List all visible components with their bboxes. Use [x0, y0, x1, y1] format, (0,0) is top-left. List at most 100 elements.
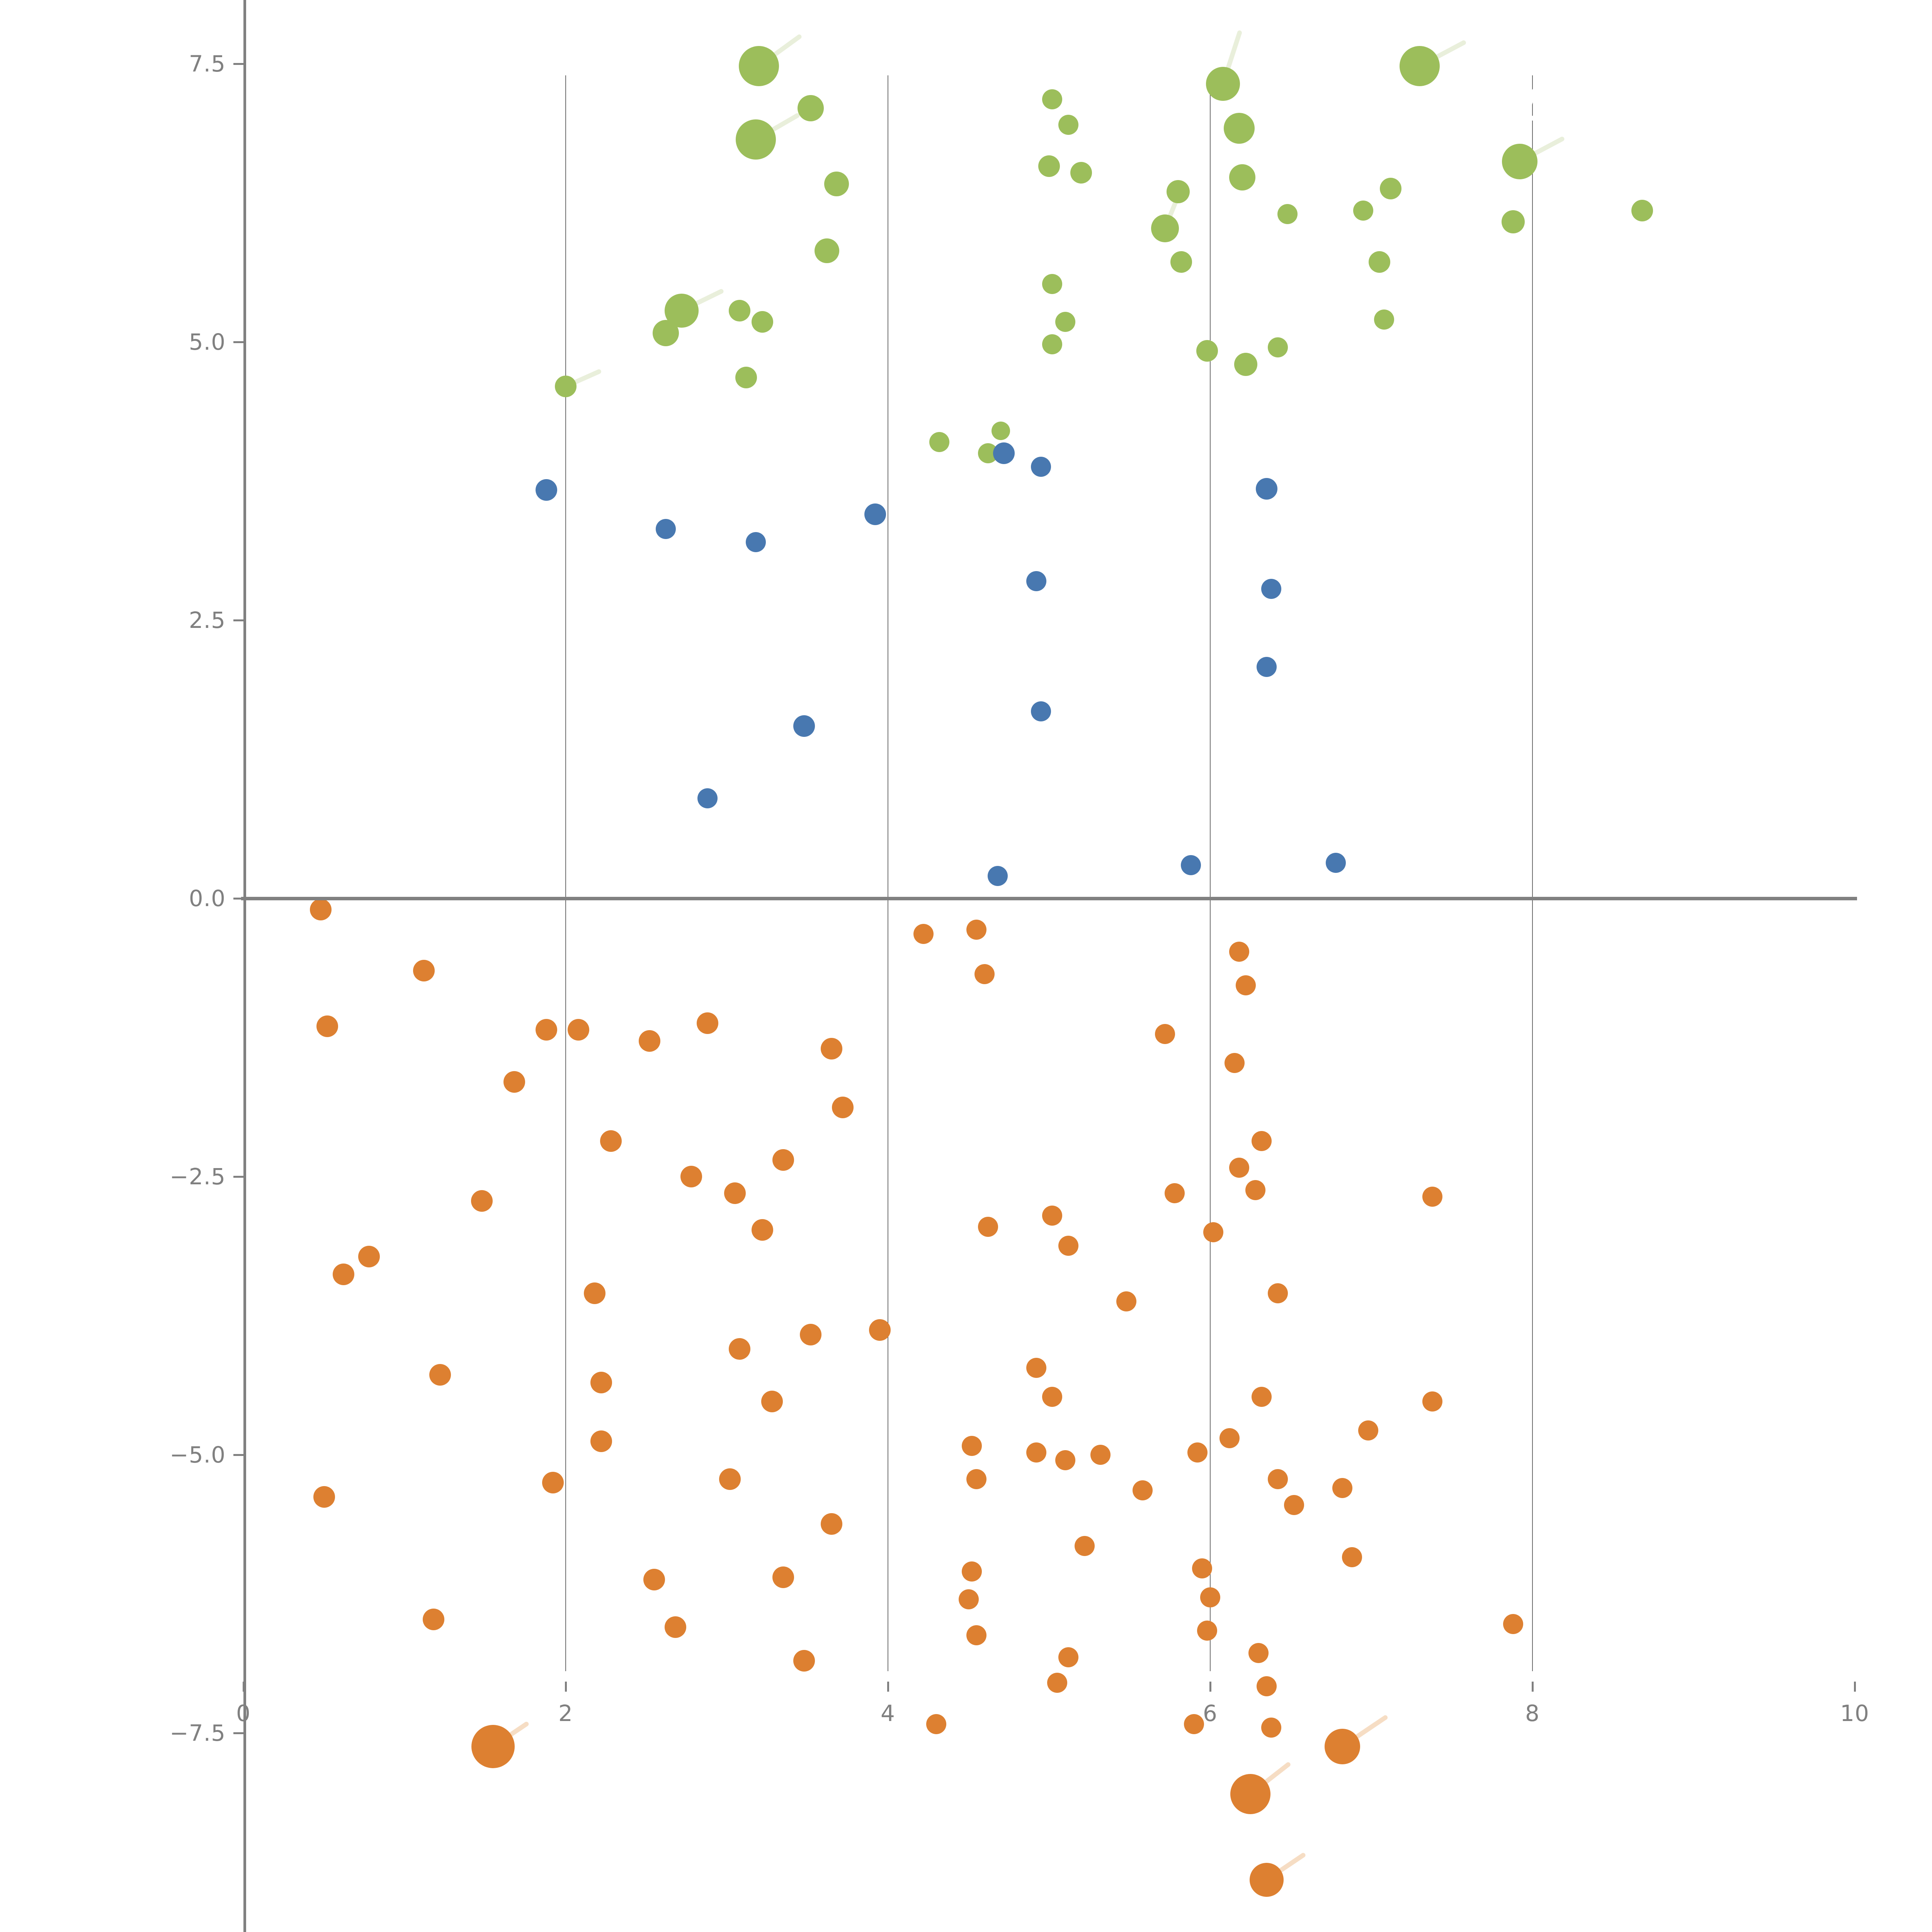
- scatter-point-orange[interactable]: [1197, 1621, 1217, 1641]
- scatter-point-green[interactable]: [1042, 334, 1063, 354]
- scatter-point-orange[interactable]: [1422, 1186, 1443, 1207]
- scatter-point-green[interactable]: [814, 238, 839, 263]
- scatter-point-green[interactable]: [1234, 352, 1257, 376]
- scatter-point-green[interactable]: [735, 367, 757, 389]
- scatter-point-blue[interactable]: [864, 503, 886, 526]
- scatter-point-blue[interactable]: [793, 715, 815, 737]
- scatter-point-orange[interactable]: [1252, 1131, 1272, 1151]
- scatter-point-orange[interactable]: [1187, 1442, 1208, 1463]
- scatter-point-green[interactable]: [1151, 214, 1179, 243]
- scatter-point-orange[interactable]: [1342, 1547, 1362, 1567]
- scatter-point-green[interactable]: [1353, 201, 1374, 221]
- scatter-point-green[interactable]: [1502, 144, 1537, 180]
- scatter-point-green[interactable]: [1380, 177, 1402, 199]
- scatter-point-orange[interactable]: [358, 1246, 380, 1268]
- scatter-point-green[interactable]: [1277, 204, 1298, 224]
- scatter-point-orange[interactable]: [1284, 1495, 1304, 1515]
- scatter-point-orange[interactable]: [680, 1166, 702, 1187]
- scatter-point-green[interactable]: [1166, 180, 1190, 204]
- scatter-point-green[interactable]: [1224, 113, 1255, 144]
- scatter-point-orange[interactable]: [471, 1190, 493, 1212]
- scatter-point-orange[interactable]: [966, 919, 987, 940]
- scatter-point-blue[interactable]: [993, 442, 1015, 464]
- scatter-point-orange[interactable]: [310, 898, 332, 920]
- scatter-point-blue[interactable]: [1255, 478, 1277, 500]
- scatter-point-orange[interactable]: [1155, 1024, 1175, 1044]
- scatter-point-orange[interactable]: [966, 1469, 987, 1490]
- scatter-point-orange[interactable]: [1229, 1157, 1250, 1178]
- scatter-point-orange[interactable]: [926, 1714, 947, 1734]
- scatter-point-orange[interactable]: [1268, 1469, 1288, 1490]
- scatter-point-orange[interactable]: [729, 1338, 751, 1360]
- scatter-point-green[interactable]: [1058, 115, 1079, 135]
- scatter-point-blue[interactable]: [1261, 579, 1282, 599]
- scatter-point-green[interactable]: [824, 172, 849, 197]
- scatter-point-orange[interactable]: [590, 1430, 612, 1452]
- scatter-point-green[interactable]: [1374, 310, 1395, 330]
- scatter-point-orange[interactable]: [975, 964, 995, 984]
- scatter-point-orange[interactable]: [1332, 1478, 1352, 1498]
- scatter-point-orange[interactable]: [869, 1319, 891, 1341]
- scatter-point-orange[interactable]: [832, 1097, 854, 1119]
- scatter-point-orange[interactable]: [1055, 1450, 1075, 1471]
- scatter-point-orange[interactable]: [696, 1012, 718, 1034]
- scatter-point-blue[interactable]: [1256, 656, 1277, 677]
- scatter-point-orange[interactable]: [1026, 1442, 1046, 1463]
- scatter-point-orange[interactable]: [1503, 1614, 1523, 1634]
- scatter-point-orange[interactable]: [1422, 1391, 1443, 1412]
- scatter-point-orange[interactable]: [751, 1219, 773, 1241]
- scatter-point-green[interactable]: [1631, 200, 1653, 222]
- scatter-point-orange[interactable]: [1245, 1180, 1265, 1200]
- scatter-point-orange[interactable]: [1203, 1222, 1224, 1242]
- scatter-point-orange[interactable]: [332, 1264, 354, 1286]
- scatter-point-blue[interactable]: [1326, 852, 1346, 873]
- scatter-point-orange[interactable]: [1358, 1420, 1378, 1440]
- scatter-point-green[interactable]: [555, 376, 577, 398]
- scatter-point-orange[interactable]: [1224, 1053, 1245, 1073]
- scatter-point-orange[interactable]: [503, 1071, 525, 1093]
- scatter-point-orange[interactable]: [913, 924, 934, 944]
- scatter-point-orange[interactable]: [1219, 1428, 1240, 1448]
- scatter-point-orange[interactable]: [1184, 1714, 1204, 1734]
- scatter-point-orange[interactable]: [1261, 1717, 1282, 1738]
- scatter-point-orange[interactable]: [638, 1030, 660, 1052]
- scatter-point-orange[interactable]: [535, 1019, 557, 1041]
- scatter-point-green[interactable]: [797, 95, 824, 122]
- scatter-point-green[interactable]: [1042, 274, 1063, 294]
- scatter-point-blue[interactable]: [655, 519, 676, 539]
- scatter-point-blue[interactable]: [535, 479, 557, 501]
- scatter-point-orange[interactable]: [724, 1182, 746, 1204]
- scatter-point-orange[interactable]: [821, 1513, 843, 1535]
- scatter-point-orange[interactable]: [1268, 1283, 1288, 1304]
- scatter-point-green[interactable]: [1501, 210, 1525, 233]
- scatter-point-orange[interactable]: [313, 1486, 335, 1508]
- scatter-point-orange[interactable]: [1132, 1480, 1153, 1501]
- scatter-point-orange[interactable]: [1249, 1863, 1284, 1897]
- scatter-point-orange[interactable]: [772, 1566, 794, 1588]
- scatter-point-blue[interactable]: [1031, 456, 1051, 477]
- scatter-point-green[interactable]: [1055, 312, 1075, 332]
- scatter-point-orange[interactable]: [1074, 1536, 1095, 1556]
- scatter-point-orange[interactable]: [966, 1625, 987, 1645]
- scatter-point-orange[interactable]: [793, 1650, 815, 1672]
- scatter-point-green[interactable]: [1038, 155, 1060, 177]
- scatter-point-green[interactable]: [991, 422, 1010, 440]
- scatter-point-orange[interactable]: [590, 1371, 612, 1393]
- scatter-point-orange[interactable]: [1047, 1673, 1067, 1693]
- scatter-point-green[interactable]: [751, 311, 773, 333]
- scatter-point-blue[interactable]: [1031, 701, 1051, 722]
- scatter-point-orange[interactable]: [471, 1725, 515, 1768]
- scatter-point-green[interactable]: [1196, 340, 1218, 362]
- scatter-point-orange[interactable]: [413, 960, 435, 982]
- scatter-point-green[interactable]: [1042, 89, 1063, 110]
- scatter-point-orange[interactable]: [1235, 975, 1256, 995]
- scatter-point-orange[interactable]: [1256, 1676, 1277, 1697]
- scatter-point-green[interactable]: [1400, 46, 1440, 86]
- scatter-point-green[interactable]: [1070, 162, 1092, 184]
- scatter-point-orange[interactable]: [761, 1390, 783, 1412]
- scatter-point-orange[interactable]: [958, 1589, 979, 1610]
- scatter-point-orange[interactable]: [1229, 942, 1250, 962]
- scatter-point-orange[interactable]: [1058, 1235, 1079, 1256]
- scatter-point-green[interactable]: [1206, 66, 1240, 101]
- scatter-point-orange[interactable]: [1042, 1205, 1063, 1226]
